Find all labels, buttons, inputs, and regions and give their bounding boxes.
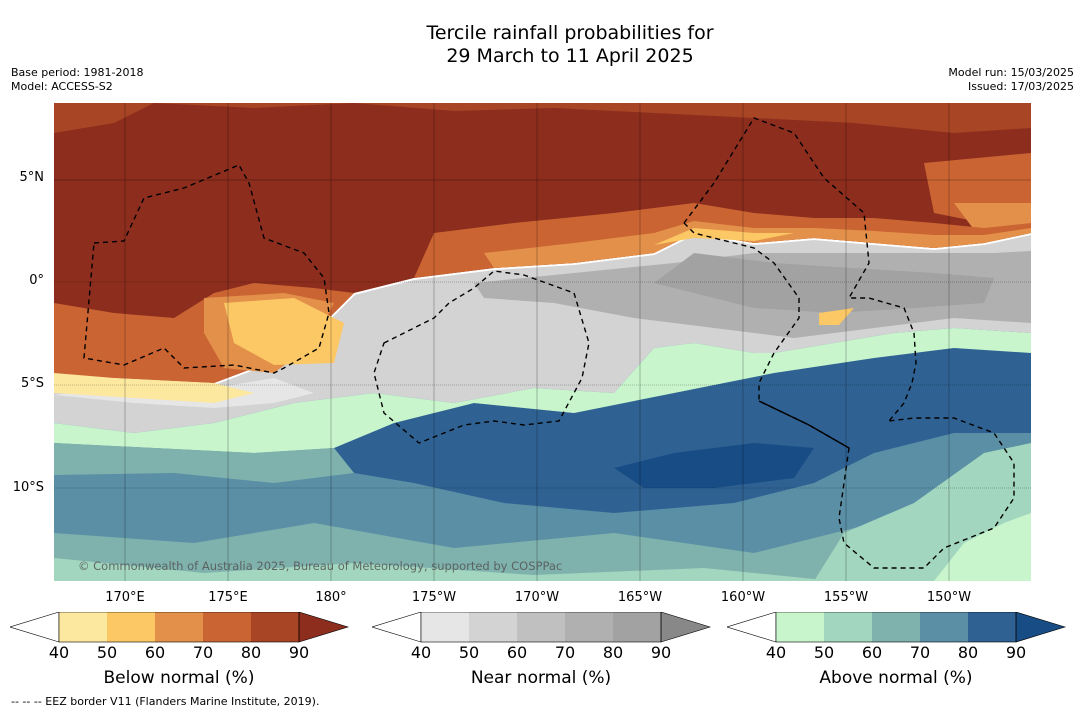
graticule bbox=[54, 103, 1031, 581]
above-normal-80-core bbox=[334, 343, 1031, 513]
lon-label-150w: 150°W bbox=[926, 590, 972, 605]
colorbar-near-normal bbox=[372, 612, 712, 643]
meta-left: Base period: 1981-2018 Model: ACCESS-S2 bbox=[11, 66, 143, 94]
colorbar-below-normal bbox=[10, 612, 350, 643]
colorbar-near-60 bbox=[469, 612, 517, 642]
colorbar-near-90 bbox=[613, 612, 661, 642]
colorbar-below-outline bbox=[58, 612, 300, 643]
below-normal-50-east bbox=[819, 308, 854, 325]
colorbar-below-min-arrow bbox=[10, 612, 60, 643]
cb-near-tick-80: 80 bbox=[602, 643, 624, 662]
below-normal-50-west bbox=[224, 298, 344, 365]
eez-border-southeast bbox=[683, 222, 1015, 569]
cb-below-tick-80: 80 bbox=[240, 643, 262, 662]
model-name: Model: ACCESS-S2 bbox=[11, 80, 113, 93]
colorbar-below-90 bbox=[251, 612, 299, 642]
colorbar-below-80 bbox=[203, 612, 251, 642]
below-normal-50-patch bbox=[654, 228, 794, 245]
below-normal-80-north bbox=[54, 103, 1031, 133]
colorbar-near-min-arrow bbox=[372, 612, 422, 643]
colorbar-above-50 bbox=[776, 612, 824, 642]
cb-near-tick-70: 70 bbox=[554, 643, 576, 662]
above-normal-40-southeast bbox=[934, 513, 1031, 581]
cb-near-tick-90: 90 bbox=[650, 643, 672, 662]
colorbar-below-60 bbox=[107, 612, 155, 642]
copyright-notice: © Commonwealth of Australia 2025, Bureau… bbox=[78, 559, 563, 573]
cb-above-tick-60: 60 bbox=[861, 643, 883, 662]
colorbar-above-max-arrow bbox=[1015, 612, 1067, 643]
colorbar-near-outline bbox=[420, 612, 662, 643]
model-run: Model run: 15/03/2025 bbox=[948, 66, 1074, 79]
title-line-1: Tercile rainfall probabilities for bbox=[426, 22, 714, 44]
lat-label-5n: 5°N bbox=[19, 170, 45, 185]
colorbar-above-normal bbox=[727, 612, 1067, 643]
colorbar-title-above: Above normal (%) bbox=[819, 668, 973, 688]
lon-label-175w: 175°W bbox=[411, 590, 457, 605]
above-normal-60-west bbox=[54, 443, 354, 483]
lon-label-180: 180° bbox=[315, 590, 347, 605]
cb-below-tick-60: 60 bbox=[144, 643, 166, 662]
meta-right: Model run: 15/03/2025 Issued: 17/03/2025 bbox=[948, 66, 1074, 94]
above-normal-90-core bbox=[614, 443, 814, 488]
eez-borders bbox=[83, 117, 1015, 569]
cb-near-tick-40: 40 bbox=[410, 643, 432, 662]
map-title: Tercile rainfall probabilities for 29 Ma… bbox=[0, 22, 1085, 68]
cb-near-tick-60: 60 bbox=[506, 643, 528, 662]
above-normal-50-band-south bbox=[54, 558, 834, 581]
lat-label-equator: 0° bbox=[29, 273, 44, 288]
lon-label-170w: 170°W bbox=[514, 590, 560, 605]
cb-above-tick-70: 70 bbox=[909, 643, 931, 662]
lon-label-155w: 155°W bbox=[823, 590, 869, 605]
cb-below-tick-70: 70 bbox=[192, 643, 214, 662]
cb-above-tick-80: 80 bbox=[957, 643, 979, 662]
lon-label-170e: 170°E bbox=[105, 590, 145, 605]
colorbar-near-70 bbox=[517, 612, 565, 642]
cb-above-tick-50: 50 bbox=[813, 643, 835, 662]
cb-below-tick-90: 90 bbox=[288, 643, 310, 662]
colorbar-near-50 bbox=[421, 612, 469, 642]
eez-boundary-solid bbox=[758, 400, 850, 449]
above-normal-60-band bbox=[54, 523, 1031, 581]
eez-legend-note: -- -- -- EEZ border V11 (Flanders Marine… bbox=[11, 695, 320, 708]
colorbar-above-80 bbox=[920, 612, 968, 642]
cb-above-tick-90: 90 bbox=[1005, 643, 1027, 662]
title-line-2: 29 March to 11 April 2025 bbox=[446, 45, 694, 67]
below-normal-60-band bbox=[484, 221, 1031, 268]
lon-label-160w: 160°W bbox=[720, 590, 766, 605]
colorbar-above-60 bbox=[824, 612, 872, 642]
base-period: Base period: 1981-2018 bbox=[11, 66, 144, 79]
cb-above-tick-40: 40 bbox=[765, 643, 787, 662]
cb-near-tick-50: 50 bbox=[458, 643, 480, 662]
below-normal-40-west bbox=[54, 373, 254, 403]
colorbar-title-near: Near normal (%) bbox=[470, 668, 612, 688]
above-normal-40-band bbox=[54, 328, 1031, 453]
colorbar-near-80 bbox=[565, 612, 613, 642]
colorbar-title-below: Below normal (%) bbox=[103, 668, 255, 688]
lat-label-10s: 10°S bbox=[12, 480, 44, 495]
colorbar-below-70 bbox=[155, 612, 203, 642]
colorbar-above-90 bbox=[968, 612, 1016, 642]
colorbar-above-outline bbox=[775, 612, 1017, 643]
cb-below-tick-40: 40 bbox=[48, 643, 70, 662]
colorbar-above-70 bbox=[872, 612, 920, 642]
lat-label-5s: 5°S bbox=[20, 376, 44, 391]
cb-below-tick-50: 50 bbox=[96, 643, 118, 662]
eez-border-west bbox=[83, 164, 330, 374]
colorbar-near-max-arrow bbox=[660, 612, 712, 643]
issued-date: Issued: 17/03/2025 bbox=[967, 80, 1074, 93]
lon-label-175e: 175°E bbox=[208, 590, 248, 605]
near-normal-80-core bbox=[654, 253, 994, 313]
colorbar-below-max-arrow bbox=[298, 612, 350, 643]
colorbar-below-50 bbox=[59, 612, 107, 642]
lon-label-165w: 165°W bbox=[617, 590, 663, 605]
colorbar-above-min-arrow bbox=[727, 612, 777, 643]
rainfall-map bbox=[54, 103, 1031, 581]
